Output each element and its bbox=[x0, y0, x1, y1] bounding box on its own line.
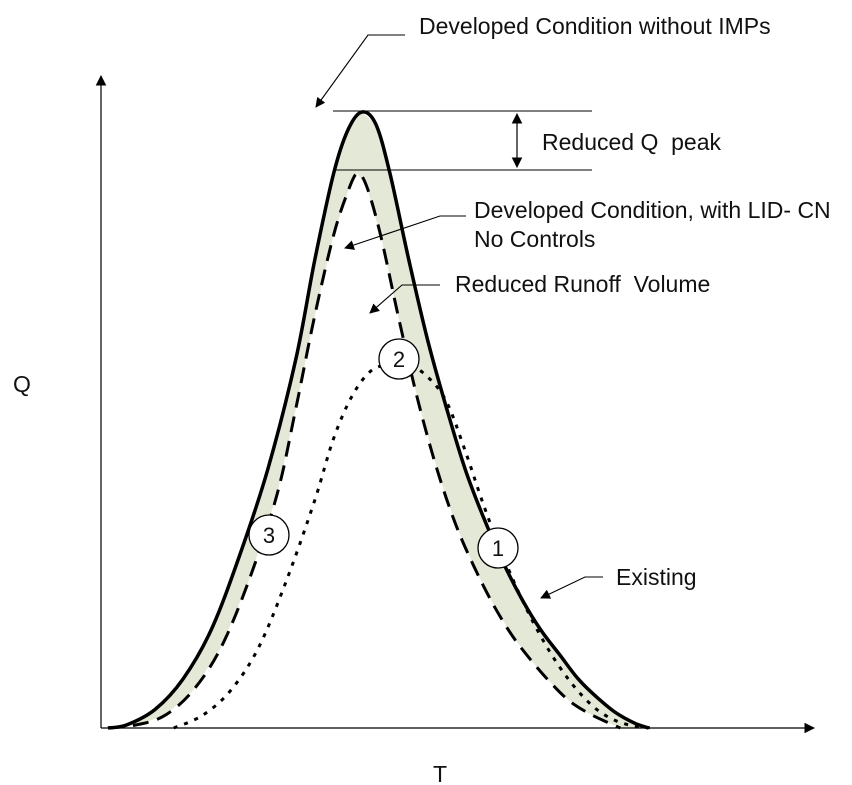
svg-text:2: 2 bbox=[393, 347, 405, 372]
annotation-lid-line2: No Controls bbox=[474, 226, 595, 252]
lid-leader bbox=[344, 215, 466, 250]
existing-leader bbox=[540, 576, 603, 599]
peak-leader bbox=[315, 34, 405, 108]
x-axis-label: T bbox=[433, 761, 447, 785]
marker-3: 3 bbox=[248, 514, 290, 556]
marker-1: 1 bbox=[477, 527, 519, 569]
annotation-lid-line1: Developed Condition, with LID- CN bbox=[474, 197, 831, 223]
annotation-reduced-q-peak: Reduced Q peak bbox=[542, 129, 722, 155]
annotation-reduced-runoff: Reduced Runoff Volume bbox=[455, 271, 710, 297]
svg-text:1: 1 bbox=[492, 536, 504, 561]
annotation-developed-no-imps: Developed Condition without IMPs bbox=[419, 13, 771, 39]
reduced-runoff-volume-shading bbox=[108, 112, 649, 728]
y-axis-label: Q bbox=[13, 371, 31, 397]
runoff-leader bbox=[369, 284, 440, 314]
marker-2: 2 bbox=[378, 338, 420, 380]
annotation-existing: Existing bbox=[616, 564, 697, 590]
svg-text:3: 3 bbox=[263, 523, 275, 548]
developed-curve bbox=[107, 110, 650, 730]
lid-curve bbox=[107, 171, 621, 730]
